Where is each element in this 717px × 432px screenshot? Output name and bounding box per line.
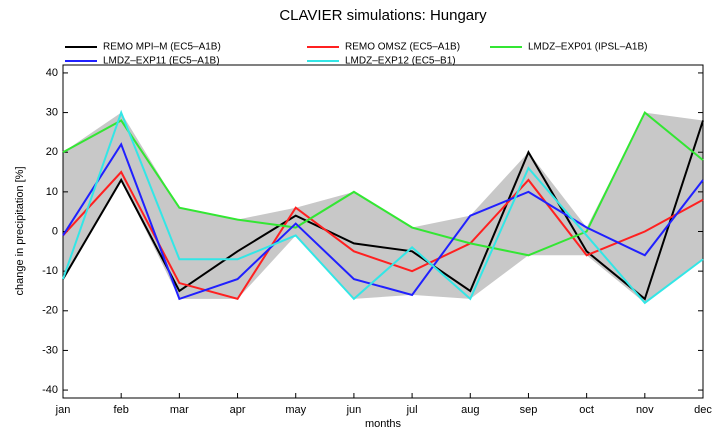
x-tick-label: jan <box>55 404 71 416</box>
y-tick-label: -10 <box>42 265 58 277</box>
series-line <box>62 109 704 305</box>
y-tick-label: 10 <box>46 186 58 198</box>
y-tick-label: -40 <box>42 384 58 396</box>
y-tick-label: 20 <box>46 146 58 158</box>
x-tick-label: mar <box>170 404 189 416</box>
y-tick-label: -30 <box>42 344 58 356</box>
x-tick-label: may <box>285 404 306 416</box>
legend-label: REMO OMSZ (EC5–A1B) <box>345 42 460 53</box>
legend-label: LMDZ–EXP11 (EC5–A1B) <box>103 56 220 67</box>
series-line <box>62 142 704 301</box>
y-tick-label: 40 <box>46 67 58 79</box>
x-tick-label: sep <box>520 404 538 416</box>
x-tick-label: dec <box>694 404 712 416</box>
x-tick-label: apr <box>230 404 246 416</box>
series-line <box>62 110 704 257</box>
range-envelope <box>63 112 703 303</box>
y-tick-label: -20 <box>42 305 58 317</box>
legend-label: LMDZ–EXP12 (EC5–B1) <box>345 56 456 67</box>
x-tick-label: oct <box>579 404 594 416</box>
legend-label: REMO MPI–M (EC5–A1B) <box>103 42 221 53</box>
chart-title: CLAVIER simulations: Hungary <box>279 7 487 24</box>
legend-label: LMDZ–EXP01 (IPSL–A1B) <box>528 42 648 53</box>
y-tick-label: 30 <box>46 106 58 118</box>
x-tick-label: feb <box>114 404 129 416</box>
y-axis-label: change in precipitation [%] <box>14 166 26 295</box>
x-axis-label: months <box>365 418 402 430</box>
series-line <box>62 170 704 301</box>
x-tick-label: aug <box>461 404 479 416</box>
x-tick-label: jul <box>406 404 418 416</box>
x-tick-label: nov <box>636 404 654 416</box>
y-tick-label: 0 <box>52 225 58 237</box>
x-tick-label: jun <box>346 404 362 416</box>
